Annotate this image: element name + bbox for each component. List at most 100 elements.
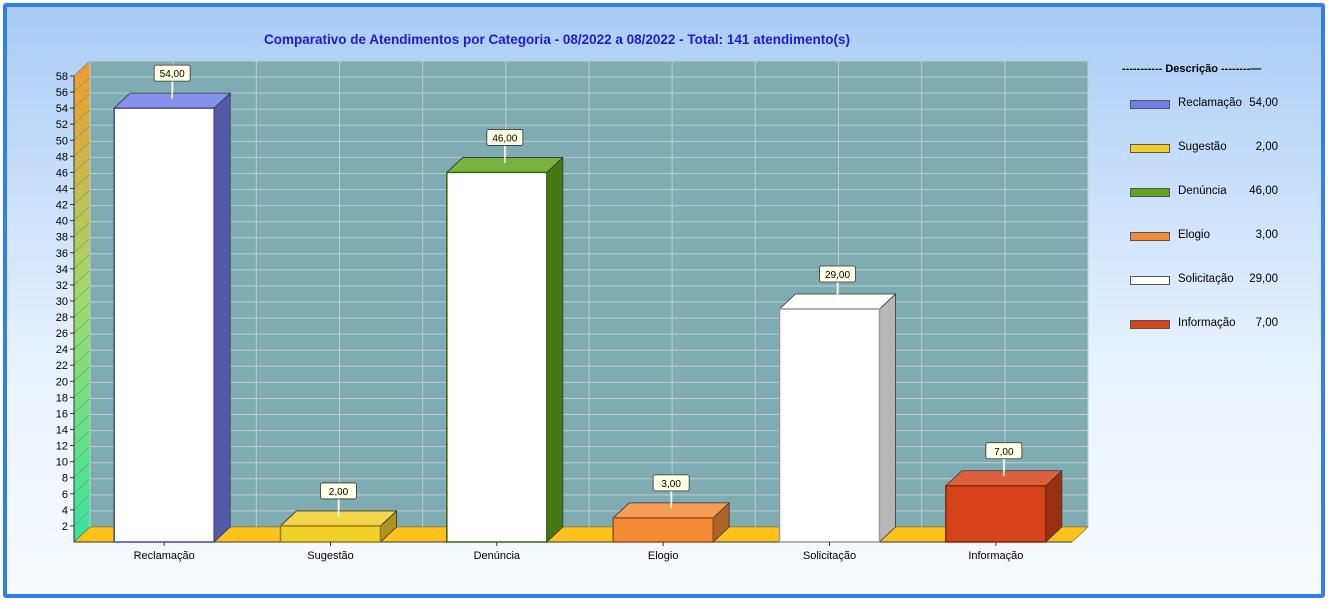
y-tick-label: 56 (56, 87, 68, 99)
x-tick-label: Sugestão (307, 550, 353, 562)
y-tick-label: 50 (56, 135, 68, 147)
bar (446, 171, 548, 543)
legend-value: 46,00 (1249, 185, 1278, 197)
legend-swatch (1130, 232, 1170, 241)
y-gridline-side (73, 398, 91, 414)
y-tick-label: 52 (56, 119, 68, 131)
y-tick-label: 8 (62, 473, 68, 485)
y-gridline-side (73, 221, 91, 237)
y-gridline-side (73, 253, 91, 270)
y-gridline-side (73, 124, 91, 141)
data-label: 7,00 (994, 447, 1014, 458)
y-gridline-side (73, 382, 91, 398)
y-gridline-side (73, 510, 91, 527)
y-gridline-side (73, 60, 91, 77)
y-tick-label: 2 (62, 521, 68, 533)
legend-label: Solicitação (1178, 273, 1234, 285)
legend-swatch (1130, 144, 1170, 153)
x-tick-label: Solicitação (803, 550, 856, 562)
data-label-box (153, 64, 191, 82)
bar-side (213, 92, 231, 543)
bar-side (546, 156, 564, 543)
legend-swatch (1130, 320, 1170, 329)
y-tick-label: 18 (56, 392, 68, 404)
bar (279, 525, 382, 543)
data-label: 46,00 (492, 133, 517, 144)
y-tick-label: 46 (56, 167, 68, 179)
y-tick-label: 42 (56, 200, 68, 212)
y-tick-label: 20 (56, 376, 68, 388)
y-tick-label: 4 (62, 505, 68, 517)
y-gridline-side (73, 285, 91, 302)
y-gridline-side (73, 494, 91, 511)
data-label-box (985, 442, 1023, 460)
legend-value: 54,00 (1249, 97, 1278, 109)
y-tick-label: 44 (56, 183, 68, 195)
y-gridline-side (73, 317, 91, 334)
y-gridline-side (73, 366, 91, 382)
y-gridline-side (73, 173, 91, 189)
y-gridline-side (73, 76, 91, 93)
y-tick-label: 54 (56, 103, 68, 115)
legend-label: Reclamação (1178, 97, 1242, 109)
y-gridline-side (73, 108, 91, 125)
bar-side (879, 293, 896, 543)
y-tick-label: 34 (56, 264, 68, 276)
data-label-box (320, 482, 357, 500)
legend-swatch (1130, 188, 1170, 197)
x-tick-label: Denúncia (474, 550, 521, 562)
data-label-box (652, 474, 690, 492)
y-gridline-side (73, 446, 91, 462)
y-gridline-side (73, 269, 91, 286)
x-tick-label: Elogio (648, 550, 679, 562)
y-tick-label: 30 (56, 296, 68, 308)
bar (945, 485, 1047, 543)
y-gridline-side (73, 189, 91, 205)
data-label: 3,00 (661, 479, 681, 490)
x-tick-label: Informação (968, 550, 1023, 562)
y-tick-label: 26 (56, 328, 68, 340)
data-label: 29,00 (825, 270, 850, 281)
y-gridline-side (73, 333, 91, 350)
y-tick-label: 36 (56, 248, 68, 260)
chart-canvas: 2468101214161820222426283032343638404244… (56, 60, 1089, 562)
y-tick-label: 22 (56, 360, 68, 372)
legend-title: ----------- Descrição --------— (1122, 63, 1262, 75)
y-gridline-side (73, 430, 91, 446)
data-label: 2,00 (329, 487, 349, 498)
y-tick-label: 48 (56, 151, 68, 163)
y-tick-label: 40 (56, 216, 68, 228)
data-label-box (819, 265, 856, 283)
y-tick-label: 10 (56, 457, 68, 469)
y-tick-label: 14 (56, 425, 68, 437)
y-tick-label: 24 (56, 344, 68, 356)
legend-label: Informação (1178, 317, 1236, 329)
y-gridline-side (73, 301, 91, 318)
legend-swatch (1130, 100, 1170, 109)
y-gridline-side (73, 92, 91, 109)
y-tick-label: 28 (56, 312, 68, 324)
y-tick-label: 38 (56, 232, 68, 244)
y-gridline-side (73, 349, 91, 366)
legend-value: 2,00 (1255, 141, 1278, 153)
legend-value: 7,00 (1255, 317, 1278, 329)
y-gridline-side (73, 478, 91, 495)
chart-frame: 2 4 6 8 10 12 14 16 18 20 22 24 26 28 30 32 34 36 38 40 42 44… (3, 3, 1325, 598)
data-label: 54,00 (160, 69, 185, 80)
legend-label: Sugestão (1178, 141, 1227, 153)
y-tick-label: 6 (62, 489, 68, 501)
bar (612, 517, 714, 543)
y-gridline-side (73, 414, 91, 430)
legend-label: Elogio (1178, 229, 1210, 241)
bar (113, 107, 215, 543)
data-label-box (486, 129, 524, 146)
legend-value: 3,00 (1255, 229, 1278, 241)
y-tick-label: 58 (56, 71, 68, 83)
chart-title: Comparativo de Atendimentos por Categori… (264, 32, 850, 47)
y-gridline-side (73, 237, 91, 254)
legend-swatch (1130, 276, 1170, 285)
bar (778, 308, 881, 543)
y-gridline-side (73, 141, 91, 157)
legend-label: Denúncia (1178, 185, 1227, 197)
y-tick-label: 16 (56, 408, 68, 420)
